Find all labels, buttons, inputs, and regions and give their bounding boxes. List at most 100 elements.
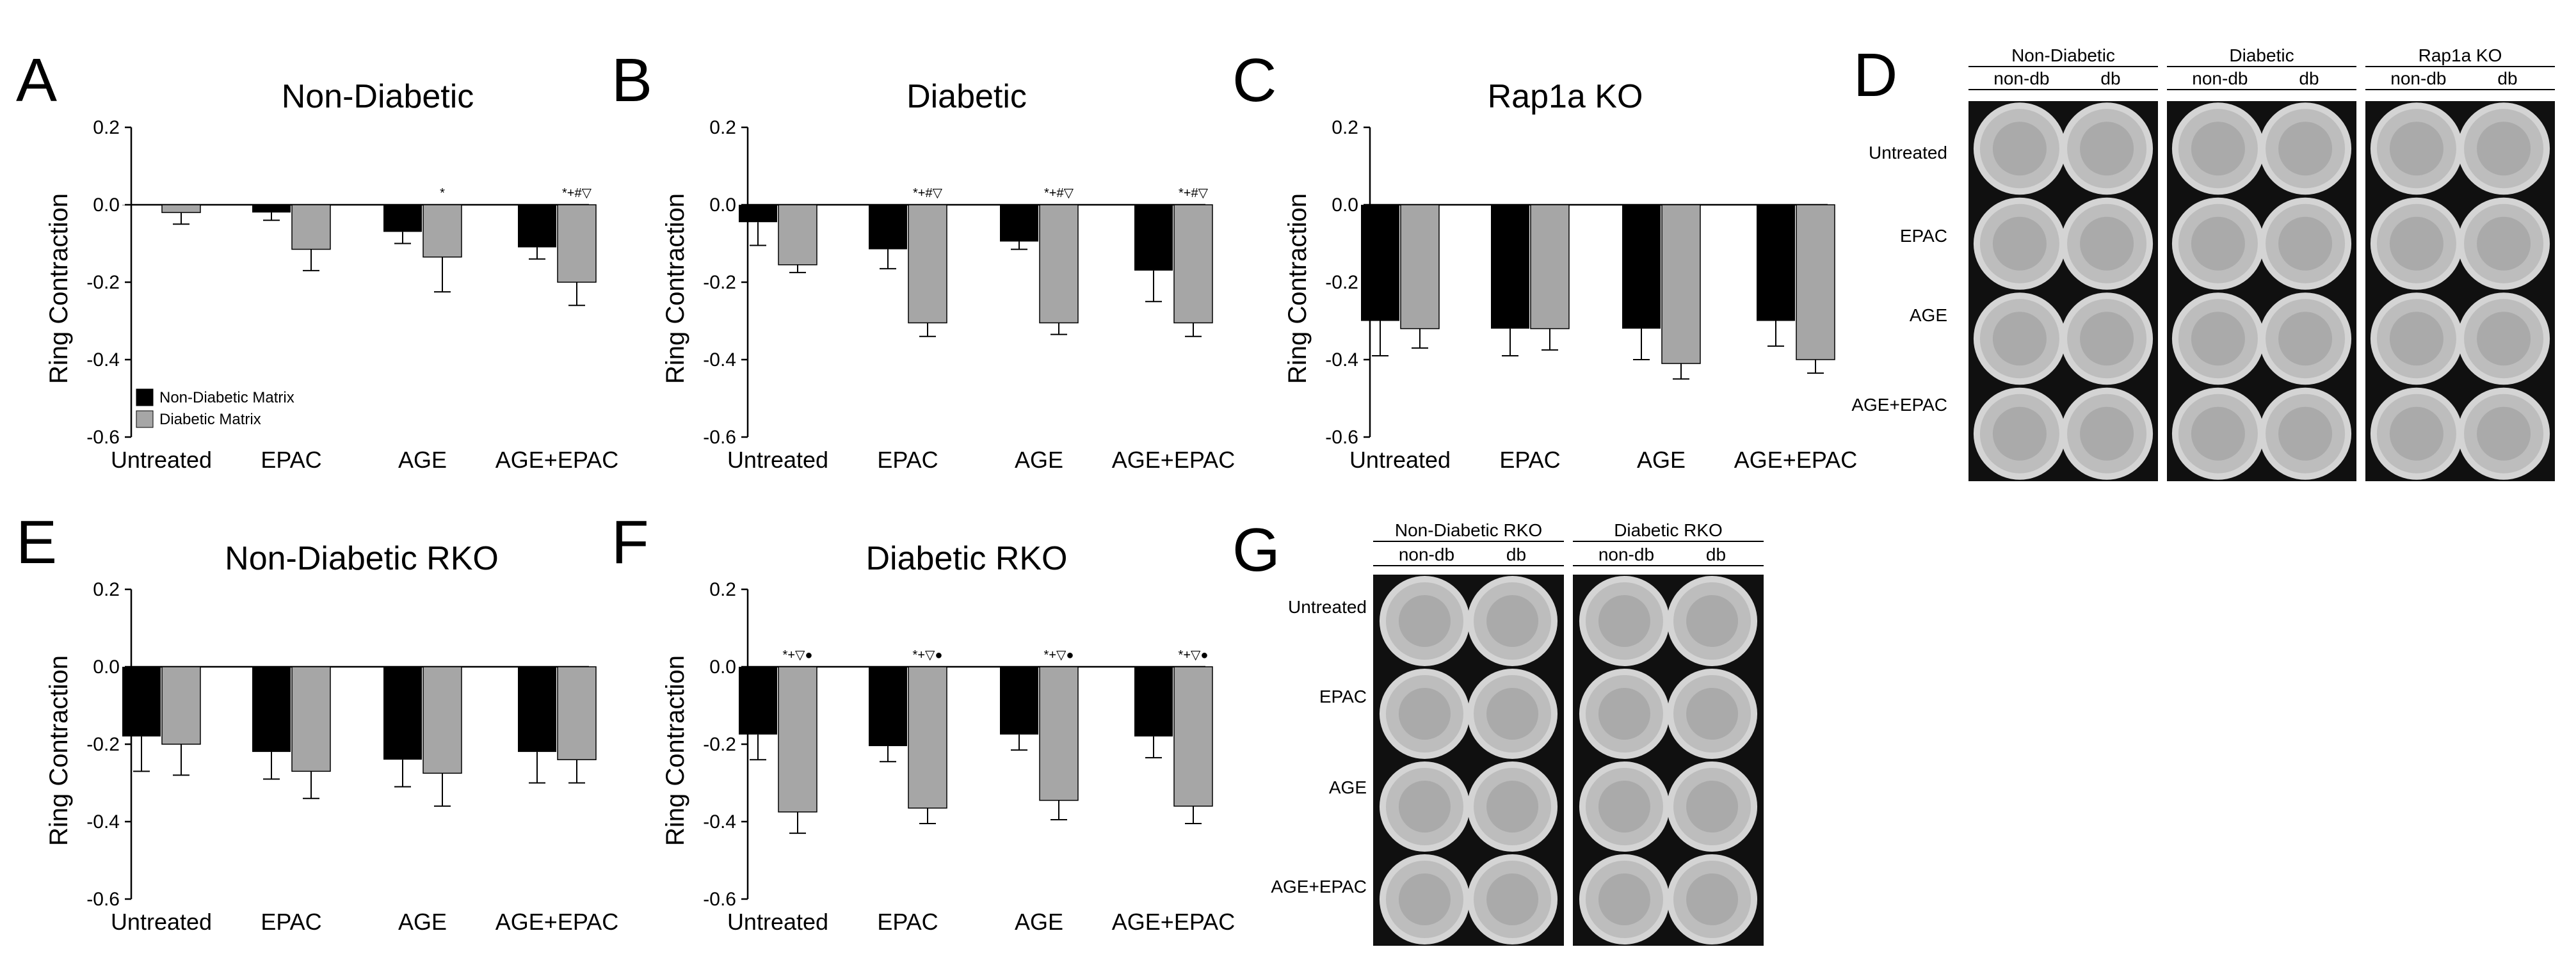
well-center <box>2191 216 2245 271</box>
category-label: EPAC <box>261 909 321 935</box>
y-tick-label: -0.6 <box>86 427 120 448</box>
well-center <box>2191 312 2245 366</box>
y-tick-label: -0.2 <box>703 734 736 755</box>
well-center <box>2080 216 2134 271</box>
panel-letter: G <box>1232 516 1280 584</box>
y-tick-label: 0.2 <box>93 117 120 138</box>
legend-swatch <box>136 388 154 406</box>
bar-non-diabetic-1 <box>252 667 291 753</box>
significance-marker: *+#▽ <box>562 186 592 200</box>
category-label: EPAC <box>1499 447 1560 473</box>
bar-non-diabetic-3 <box>1134 667 1173 737</box>
chart-title: Diabetic <box>906 78 1027 115</box>
y-tick-label: -0.4 <box>1325 349 1358 370</box>
y-axis-label: Ring Contraction <box>661 655 689 846</box>
significance-marker: *+▽● <box>913 648 943 662</box>
category-label: AGE+EPAC <box>1734 447 1857 473</box>
well-center <box>2477 406 2531 461</box>
category-label: AGE <box>1015 909 1063 935</box>
plate-column-label: db <box>2100 68 2120 88</box>
well-center <box>1992 122 2047 176</box>
category-label: AGE <box>398 447 447 473</box>
y-tick-label: -0.2 <box>86 734 120 755</box>
chart-C: C Rap1a KO 0.2 0.0 -0.2 -0.4 -0.6 Ring Contract… <box>1232 46 1857 473</box>
bar-diabetic-3 <box>557 204 597 283</box>
category-label: Untreated <box>1349 447 1451 473</box>
bar-non-diabetic-2 <box>383 667 422 760</box>
y-tick-label: 0.0 <box>1332 195 1358 216</box>
y-axis-label: Ring Contraction <box>45 193 73 384</box>
bar-non-diabetic-1 <box>869 205 907 250</box>
chart-B: B Diabetic 0.2 0.0 -0.2 -0.4 -0.6 Ring Contract… <box>611 46 1235 473</box>
well-center <box>2080 312 2134 366</box>
y-tick-label: -0.2 <box>703 272 736 293</box>
plate-group-title: Diabetic RKO <box>1614 520 1723 540</box>
plate-D: D Untreated EPAC AGE AGE+EPAC Non-Diabetic non… <box>1851 41 2555 481</box>
plate-row-label: EPAC <box>1319 687 1367 706</box>
plate-G: G Untreated EPAC AGE AGE+EPAC Non-Diabetic RK… <box>1232 516 1764 946</box>
significance-marker: *+#▽ <box>1179 186 1209 200</box>
bar-diabetic-0 <box>1400 204 1440 330</box>
bar-non-diabetic-3 <box>518 205 556 248</box>
y-tick-label: -0.2 <box>86 272 120 293</box>
well-center <box>2477 216 2531 271</box>
bar-diabetic-3 <box>557 666 597 760</box>
category-label: Untreated <box>727 909 828 935</box>
bar-diabetic-3 <box>1173 204 1213 324</box>
y-tick-label: -0.4 <box>86 811 120 833</box>
well-center <box>2477 122 2531 176</box>
y-tick-label: 0.2 <box>709 579 736 600</box>
y-tick-label: -0.2 <box>1325 272 1358 293</box>
panel-letter: A <box>16 46 57 115</box>
bar-diabetic-3 <box>1173 666 1213 807</box>
bar-diabetic-2 <box>423 666 462 774</box>
plate-column-label: db <box>2299 68 2319 88</box>
bar-diabetic-2 <box>1661 204 1701 364</box>
bar-non-diabetic-2 <box>1000 667 1038 735</box>
well-center <box>1398 688 1451 740</box>
bar-diabetic-1 <box>291 666 331 772</box>
well-center <box>1486 873 1539 925</box>
well-center <box>2389 312 2443 366</box>
chart-A: A Non-Diabetic 0.2 0.0 -0.2 -0.4 -0.6 Ring Cont… <box>16 46 618 473</box>
well-center <box>1992 216 2047 271</box>
plate-column-label: db <box>2497 68 2517 88</box>
legend-label: Diabetic Matrix <box>159 411 261 428</box>
bar-diabetic-1 <box>908 666 947 809</box>
well-center <box>1992 312 2047 366</box>
bar-diabetic-0 <box>161 204 201 213</box>
well-center <box>1598 873 1650 925</box>
bar-non-diabetic-1 <box>1491 205 1529 329</box>
bar-diabetic-2 <box>1039 204 1079 324</box>
bar-diabetic-2 <box>423 204 462 258</box>
panel-letter: C <box>1232 46 1276 115</box>
significance-marker: *+▽● <box>783 648 813 662</box>
significance-marker: * <box>440 186 445 200</box>
y-tick-label: -0.6 <box>1325 427 1358 448</box>
chart-title: Rap1a KO <box>1488 78 1643 115</box>
bar-non-diabetic-3 <box>1757 205 1795 321</box>
well-center <box>1398 781 1451 833</box>
well-center <box>2191 122 2245 176</box>
category-label: Untreated <box>111 909 212 935</box>
well-center <box>2080 122 2134 176</box>
plate-column-label: non-db <box>1598 545 1654 564</box>
category-label: AGE <box>1637 447 1686 473</box>
y-tick-label: -0.4 <box>703 811 736 833</box>
chart-title: Non-Diabetic RKO <box>225 540 499 577</box>
category-label: EPAC <box>877 909 938 935</box>
category-label: EPAC <box>261 447 321 473</box>
category-label: Untreated <box>727 447 828 473</box>
y-axis-label: Ring Contraction <box>45 655 73 846</box>
plate-column-label: db <box>1706 545 1726 564</box>
bar-diabetic-1 <box>291 204 331 250</box>
bar-non-diabetic-0 <box>739 205 777 223</box>
well-center <box>2278 406 2333 461</box>
well-center <box>2278 122 2333 176</box>
bar-diabetic-2 <box>1039 666 1079 801</box>
legend-label: Non-Diabetic Matrix <box>159 389 294 406</box>
panel-letter: E <box>16 508 57 577</box>
bar-non-diabetic-3 <box>518 667 556 753</box>
well-center <box>1992 406 2047 461</box>
